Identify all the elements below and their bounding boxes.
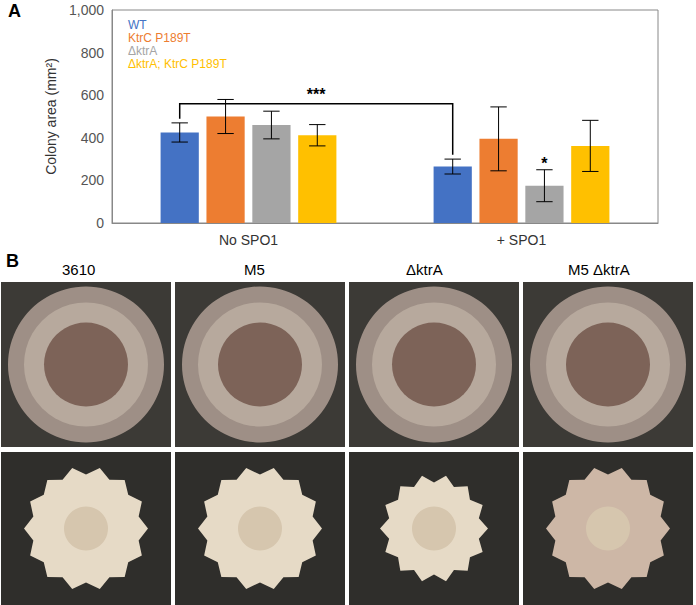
svg-text:M5 ΔktrA: M5 ΔktrA: [568, 261, 630, 278]
svg-text:ΔktrA; KtrC P189T: ΔktrA; KtrC P189T: [128, 57, 227, 71]
svg-text:1,000: 1,000: [69, 2, 104, 18]
svg-text:A: A: [8, 1, 21, 21]
svg-text:ΔktrA: ΔktrA: [128, 44, 157, 58]
svg-text:B: B: [6, 251, 19, 271]
svg-text:800: 800: [81, 45, 105, 61]
svg-text:WT: WT: [128, 18, 147, 32]
svg-text:0: 0: [96, 215, 104, 231]
svg-text:400: 400: [81, 130, 105, 146]
svg-text:600: 600: [81, 87, 105, 103]
svg-text:3610: 3610: [62, 261, 95, 278]
svg-text:+ SPO1: + SPO1: [497, 232, 547, 248]
svg-text:ΔktrA: ΔktrA: [406, 261, 443, 278]
svg-text:M5: M5: [244, 261, 265, 278]
svg-text:***: ***: [307, 86, 326, 103]
svg-text:KtrC P189T: KtrC P189T: [128, 31, 191, 45]
svg-text:Colony area (mm²): Colony area (mm²): [43, 58, 59, 175]
svg-text:No SPO1: No SPO1: [219, 232, 278, 248]
svg-text:200: 200: [81, 172, 105, 188]
svg-text:*: *: [541, 155, 548, 172]
